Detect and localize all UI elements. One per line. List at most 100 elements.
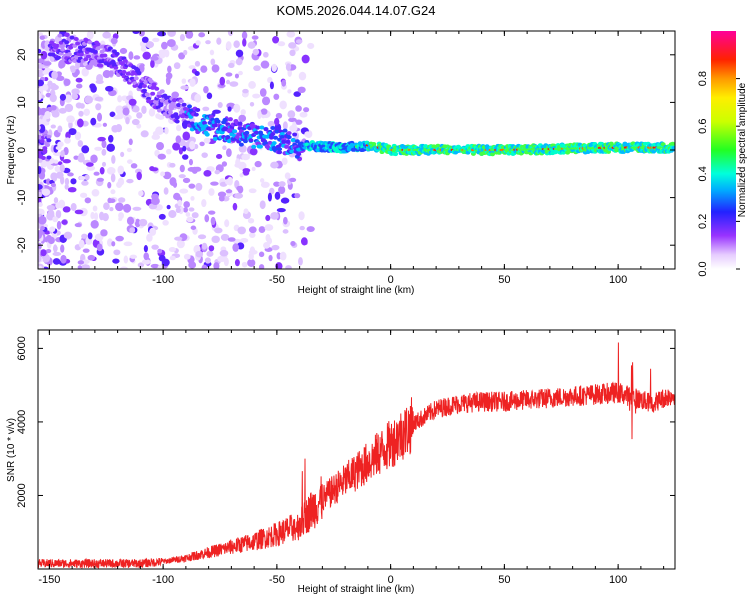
spectrogram-cell [208,245,215,252]
spectrogram-cell [259,88,267,97]
spectrogram-cell [38,230,43,239]
spectrogram-cell [101,148,107,156]
spectrogram-cell [38,208,45,214]
spectrogram-cell [166,39,176,48]
spectrogram-cell [50,124,56,129]
spectrogram-cell [113,65,119,70]
spectrogram-xtick-label: -150 [38,274,60,286]
spectrogram-cell [179,164,185,173]
spectrogram-cell [287,110,296,119]
spectrogram-cell [243,208,249,215]
spectrogram-cell [74,131,82,141]
spectrogram-cell [279,131,285,136]
spectrogram-cell [70,65,76,74]
spectrogram-cell [143,252,150,261]
spectrogram-cell [259,200,266,210]
spectrogram-xtick-label: -50 [269,274,285,286]
spectrogram-cell [258,251,265,258]
spectrogram-cell [166,204,171,210]
spectrogram-cell [227,237,236,242]
spectrogram-cell [260,60,270,69]
spectrogram-ytick-label: -10 [16,190,28,206]
spectrogram-cell [54,165,61,172]
spectrogram-cell [263,242,270,249]
spectrogram-cell [67,187,77,193]
spectrogram-cell [149,227,157,236]
spectrogram-cell [156,141,165,151]
spectrogram-cell [38,248,41,255]
spectrogram-cell [490,152,496,157]
spectrogram-cell [132,206,142,211]
spectrogram-cell [182,145,187,152]
spectrogram-cell [55,55,61,60]
spectrogram-cell [108,134,114,143]
spectrogram-cell [191,212,199,219]
spectrogram-cell [81,180,89,186]
spectrogram-cell [204,132,210,137]
spectrogram-cell [149,167,159,172]
spectrogram-cell [238,70,243,76]
spectrogram-cell [168,246,176,253]
spectrogram-cell [53,151,62,156]
spectrogram-cell [57,33,63,38]
spectrogram-cell [274,117,280,126]
spectrogram-cell [57,125,63,133]
spectrogram-cell [227,127,233,132]
spectrogram-cell [298,257,303,266]
spectrogram-cell [271,141,277,146]
spectrogram-cell [183,253,191,260]
spectrogram-cell [150,56,159,61]
spectrogram-cell [285,139,291,144]
spectrogram-cell [54,43,60,48]
spectrogram-cell [44,46,51,51]
spectrogram-cell [53,244,58,253]
spectrogram-cell [138,190,144,197]
spectrogram-cell [96,243,103,252]
spectrogram-cell [60,44,66,49]
spectrogram-cell [286,31,296,38]
spectrogram-cell [249,232,256,238]
spectrogram-cell [267,140,273,145]
spectrogram-cell [159,89,165,94]
spectrogram-cell [77,265,83,269]
spectrogram-cell [294,119,303,125]
spectrogram-cell [67,172,74,177]
spectrogram-cell [59,164,65,173]
spectrogram-cell [64,40,70,45]
spectrogram-cell [178,174,186,179]
spectrogram-cell [38,124,41,131]
spectrogram-cell [60,47,66,52]
spectrogram-cell [120,61,126,66]
spectrogram-cell [197,234,207,240]
spectrogram-cells [38,31,675,269]
spectrogram-cell [169,177,177,186]
spectrogram-cell [137,262,145,268]
spectrogram-cell [128,98,137,106]
spectrogram-cell [248,252,254,261]
spectrogram-cell [98,63,104,68]
spectrogram-cell [115,202,124,212]
spectrogram-cell [176,103,182,108]
spectrogram-cell [171,91,180,99]
spectrogram-cell [120,266,128,269]
spectrogram-cell [138,64,145,73]
spectrogram-cell [238,144,247,153]
spectrogram-cell [167,31,176,37]
spectrogram-cell [120,151,125,158]
spectrogram-cell [237,185,244,194]
spectrogram-cell [138,218,148,227]
snr-series-line [38,342,675,569]
spectrogram-cell [234,192,244,199]
spectrogram-cell [210,181,219,186]
spectrogram-cell [99,166,105,175]
snr-ticks: -150 -100 -50 0 50 100 2000 4000 6000 [16,330,675,586]
spectrogram-cell [173,62,181,70]
spectrogram-cell [297,86,306,94]
spectrogram-cell [112,258,120,264]
spectrogram-cell [275,112,283,119]
spectrogram-cell [163,187,169,195]
spectrogram-cell [212,123,218,128]
spectrogram-cell [201,242,208,250]
spectrogram-cell [126,178,134,184]
spectrogram-cell [193,112,199,117]
